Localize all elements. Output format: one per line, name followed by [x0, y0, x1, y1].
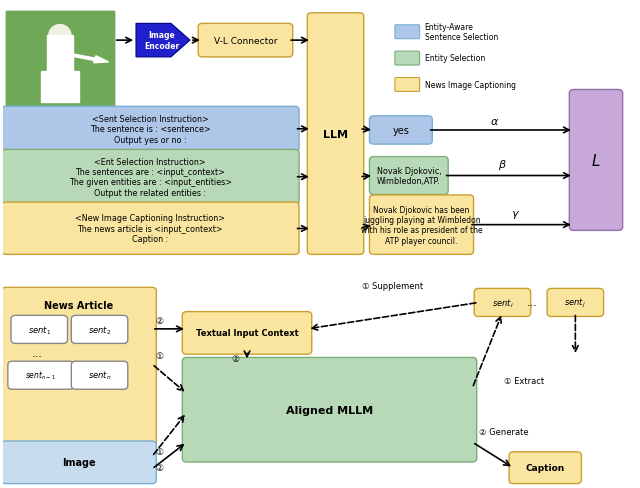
- Text: Image
Encoder: Image Encoder: [144, 31, 179, 51]
- Polygon shape: [136, 24, 190, 58]
- Text: <New Image Captioning Instruction>
The news article is <input_context>
Caption :: <New Image Captioning Instruction> The n…: [76, 214, 225, 244]
- FancyBboxPatch shape: [395, 79, 420, 92]
- FancyBboxPatch shape: [395, 52, 420, 66]
- Text: $sent_j$: $sent_j$: [564, 296, 586, 309]
- Bar: [6, 12, 114, 108]
- FancyBboxPatch shape: [474, 289, 531, 317]
- FancyBboxPatch shape: [369, 117, 432, 145]
- Text: News Article: News Article: [44, 300, 113, 310]
- Bar: [60, 72, 79, 103]
- FancyBboxPatch shape: [6, 12, 114, 108]
- FancyBboxPatch shape: [1, 288, 156, 446]
- Text: Novak Djokovic has been
juggling playing at Wimbledon
with his role as president: Novak Djokovic has been juggling playing…: [361, 205, 483, 245]
- FancyBboxPatch shape: [369, 157, 448, 195]
- Text: $L$: $L$: [591, 153, 601, 168]
- Bar: [6, 12, 114, 108]
- Text: $sent_{n-1}$: $sent_{n-1}$: [25, 369, 56, 382]
- FancyBboxPatch shape: [570, 90, 623, 231]
- Text: $sent_1$: $sent_1$: [28, 324, 51, 336]
- Text: 🎾: 🎾: [52, 46, 68, 74]
- FancyBboxPatch shape: [182, 358, 477, 462]
- Text: $sent_n$: $sent_n$: [88, 369, 111, 382]
- Text: News Image Captioning: News Image Captioning: [425, 81, 516, 89]
- FancyBboxPatch shape: [547, 289, 604, 317]
- Text: V-L Connector: V-L Connector: [214, 37, 277, 45]
- Bar: [41, 72, 60, 103]
- Bar: [47, 36, 72, 75]
- FancyBboxPatch shape: [509, 452, 581, 484]
- FancyBboxPatch shape: [8, 362, 74, 389]
- Text: $\beta$: $\beta$: [498, 158, 507, 172]
- Text: ① Extract: ① Extract: [504, 376, 544, 385]
- Text: $sent_i$: $sent_i$: [492, 297, 513, 309]
- Text: ② Generate: ② Generate: [479, 427, 528, 436]
- Text: Textual Input Context: Textual Input Context: [196, 329, 298, 338]
- Text: $\gamma$: $\gamma$: [511, 208, 520, 221]
- Text: ①: ①: [156, 447, 164, 456]
- Text: ①: ①: [156, 351, 164, 361]
- FancyBboxPatch shape: [182, 312, 312, 354]
- Text: LLM: LLM: [323, 129, 348, 139]
- Text: Entity Selection: Entity Selection: [425, 54, 485, 63]
- FancyBboxPatch shape: [198, 24, 292, 58]
- Text: <Ent Selection Instruction>
The sentences are : <input_context>
The given entiti: <Ent Selection Instruction> The sentence…: [68, 157, 232, 198]
- Text: yes: yes: [392, 126, 410, 136]
- Text: ...: ...: [32, 348, 43, 358]
- FancyBboxPatch shape: [1, 150, 299, 204]
- FancyBboxPatch shape: [1, 203, 299, 255]
- Text: Aligned MLLM: Aligned MLLM: [286, 405, 373, 415]
- FancyBboxPatch shape: [369, 196, 474, 255]
- Text: $\alpha$: $\alpha$: [490, 117, 499, 127]
- Text: Novak Djokovic,
Wimbledon,ATP.: Novak Djokovic, Wimbledon,ATP.: [376, 166, 441, 186]
- FancyBboxPatch shape: [1, 441, 156, 484]
- Text: ...: ...: [527, 298, 538, 308]
- Ellipse shape: [49, 25, 71, 47]
- Text: Entity-Aware
Sentence Selection: Entity-Aware Sentence Selection: [425, 23, 498, 42]
- FancyArrow shape: [69, 54, 109, 63]
- Text: $sent_2$: $sent_2$: [88, 324, 111, 336]
- Text: Caption: Caption: [525, 463, 565, 472]
- Text: <Sent Selection Instruction>
The sentence is : <sentence>
Output yes or no :: <Sent Selection Instruction> The sentenc…: [90, 115, 211, 144]
- FancyBboxPatch shape: [11, 316, 67, 344]
- FancyBboxPatch shape: [1, 107, 299, 152]
- FancyBboxPatch shape: [307, 14, 364, 255]
- FancyBboxPatch shape: [395, 26, 420, 40]
- FancyBboxPatch shape: [71, 316, 128, 344]
- Text: ②: ②: [156, 464, 164, 472]
- Text: ① Supplement: ① Supplement: [362, 282, 424, 291]
- Text: ②: ②: [232, 354, 240, 363]
- Text: ②: ②: [156, 317, 164, 325]
- Bar: [6, 12, 114, 108]
- FancyBboxPatch shape: [71, 362, 128, 389]
- Text: Image: Image: [62, 457, 96, 468]
